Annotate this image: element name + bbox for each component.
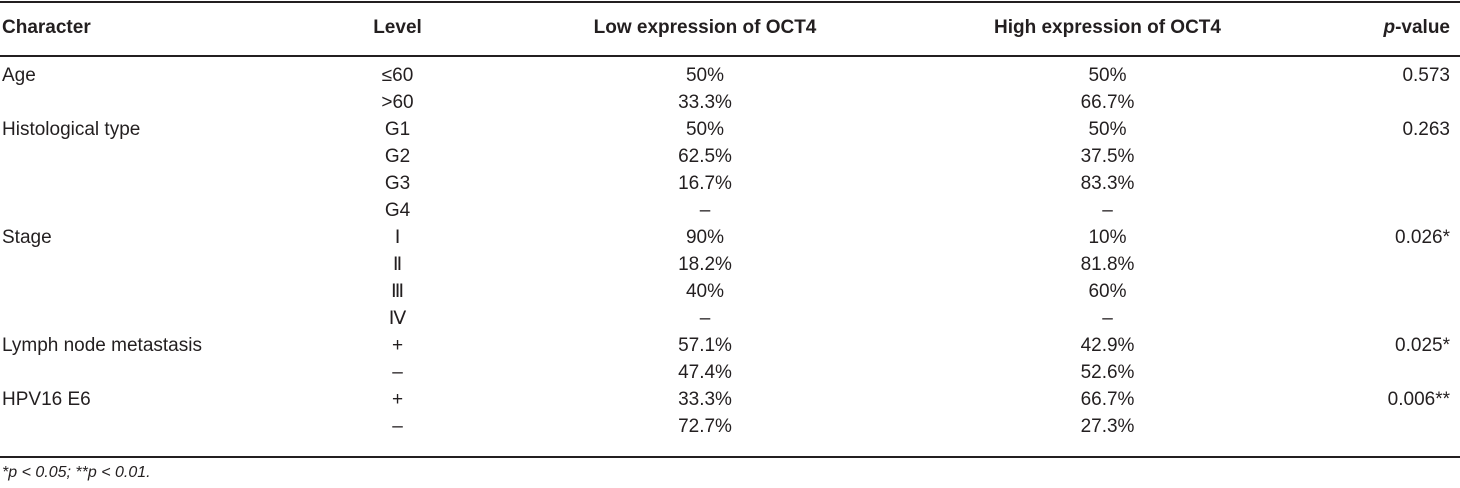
- cell-character: [0, 143, 300, 170]
- cell-level: >60: [381, 91, 414, 113]
- bottom-rule: [0, 456, 1460, 458]
- cell-p-value: 0.573: [1402, 64, 1450, 86]
- cell-p-value: 0.025*: [1395, 334, 1450, 356]
- cell-low: 62.5%: [678, 145, 732, 167]
- cell-low: 57.1%: [678, 334, 732, 356]
- cell-character: [0, 89, 300, 116]
- table-row: – 72.7% 27.3%: [0, 413, 1460, 440]
- table-row: Ⅲ 40% 60%: [0, 278, 1460, 305]
- cell-level: Ⅳ: [388, 308, 407, 329]
- table-row: Ⅱ 18.2% 81.8%: [0, 251, 1460, 278]
- cell-low: –: [699, 199, 711, 221]
- table-row: Ⅳ – –: [0, 305, 1460, 332]
- cell-low: 50%: [685, 118, 725, 140]
- header-p-rest: -value: [1395, 17, 1450, 38]
- cell-low: 33.3%: [678, 91, 732, 113]
- table-row: >60 33.3% 66.7%: [0, 89, 1460, 116]
- cell-level: Ⅰ: [394, 227, 401, 248]
- table-row: G2 62.5% 37.5%: [0, 143, 1460, 170]
- header-rule: [0, 55, 1460, 57]
- cell-low: 16.7%: [678, 172, 732, 194]
- cell-high: –: [1102, 307, 1113, 329]
- cell-p-value: [1300, 197, 1460, 224]
- cell-character: [0, 278, 300, 305]
- cell-p-value: [1300, 413, 1460, 440]
- cell-low: 72.7%: [678, 415, 732, 437]
- cell-character: [0, 197, 300, 224]
- cell-level: +: [391, 388, 404, 410]
- cell-p-value: 0.026*: [1395, 226, 1450, 248]
- cell-level: –: [392, 415, 403, 437]
- cell-low: 47.4%: [678, 361, 732, 383]
- cell-low: –: [699, 307, 711, 329]
- header-low-expression: Low expression of OCT4: [593, 17, 817, 38]
- cell-high: 81.8%: [1080, 253, 1135, 275]
- cell-high: 83.3%: [1080, 172, 1135, 194]
- cell-high: 50%: [1088, 64, 1127, 86]
- cell-p-value: [1300, 359, 1460, 386]
- cell-character: Histological type: [2, 118, 141, 140]
- cell-level: +: [391, 334, 404, 356]
- cell-p-value: [1300, 251, 1460, 278]
- cell-high: 66.7%: [1080, 388, 1135, 410]
- table-row: G3 16.7% 83.3%: [0, 170, 1460, 197]
- table-row: Histological type G1 50% 50% 0.263: [0, 116, 1460, 143]
- cell-level: G4: [384, 199, 411, 221]
- cell-low: 40%: [685, 280, 725, 302]
- cell-p-value: 0.263: [1402, 118, 1450, 140]
- table-row: HPV16 E6 + 33.3% 66.7% 0.006**: [0, 386, 1460, 413]
- cell-low: 50%: [685, 64, 725, 86]
- table-row: Lymph node metastasis + 57.1% 42.9% 0.02…: [0, 332, 1460, 359]
- cell-p-value: [1300, 305, 1460, 332]
- header-p-value: p-value: [1300, 0, 1460, 56]
- cell-level: G2: [384, 145, 411, 167]
- cell-low: 33.3%: [678, 388, 732, 410]
- top-rule: [0, 1, 1460, 3]
- cell-level: G3: [384, 172, 411, 194]
- cell-character: [0, 413, 300, 440]
- cell-character: [0, 359, 300, 386]
- cell-low: 90%: [685, 226, 725, 248]
- cell-high: 27.3%: [1080, 415, 1135, 437]
- header-character: Character: [2, 17, 91, 38]
- cell-character: [0, 251, 300, 278]
- cell-high: 37.5%: [1080, 145, 1135, 167]
- header-row: Character Level Low expression of OCT4 H…: [0, 0, 1460, 56]
- cell-high: 60%: [1088, 280, 1127, 302]
- cell-level: ≤60: [381, 64, 414, 86]
- table-row: Age ≤60 50% 50% 0.573: [0, 56, 1460, 89]
- table-row: – 47.4% 52.6%: [0, 359, 1460, 386]
- cell-p-value: [1300, 89, 1460, 116]
- header-high-expression: High expression of OCT4: [994, 17, 1221, 38]
- header-p-italic: p: [1383, 17, 1396, 38]
- cell-level: Ⅱ: [392, 254, 403, 275]
- table-row: G4 – –: [0, 197, 1460, 224]
- cell-character: HPV16 E6: [2, 388, 91, 410]
- cell-character: Age: [2, 64, 36, 86]
- cell-p-value: [1300, 143, 1460, 170]
- cell-character: [0, 305, 300, 332]
- table-body: Age ≤60 50% 50% 0.573 >60 33.3% 66.7% Hi…: [0, 56, 1460, 440]
- cell-high: –: [1102, 199, 1113, 221]
- cell-character: [0, 170, 300, 197]
- cell-character: Lymph node metastasis: [2, 334, 202, 356]
- table-row: Stage Ⅰ 90% 10% 0.026*: [0, 224, 1460, 251]
- cell-p-value: 0.006**: [1387, 388, 1450, 410]
- cell-high: 10%: [1088, 226, 1127, 248]
- header-level: Level: [373, 17, 422, 38]
- cell-high: 42.9%: [1080, 334, 1135, 356]
- cell-low: 18.2%: [678, 253, 732, 275]
- cell-level: Ⅲ: [390, 281, 405, 302]
- cell-level: –: [392, 361, 403, 383]
- cell-p-value: [1300, 170, 1460, 197]
- cell-level: G1: [384, 118, 411, 140]
- cell-character: Stage: [2, 226, 52, 248]
- table-footnote: *p < 0.05; **p < 0.01.: [2, 464, 151, 481]
- cell-p-value: [1300, 278, 1460, 305]
- data-table: Character Level Low expression of OCT4 H…: [0, 0, 1460, 440]
- cell-high: 50%: [1088, 118, 1127, 140]
- cell-high: 52.6%: [1080, 361, 1135, 383]
- cell-high: 66.7%: [1080, 91, 1135, 113]
